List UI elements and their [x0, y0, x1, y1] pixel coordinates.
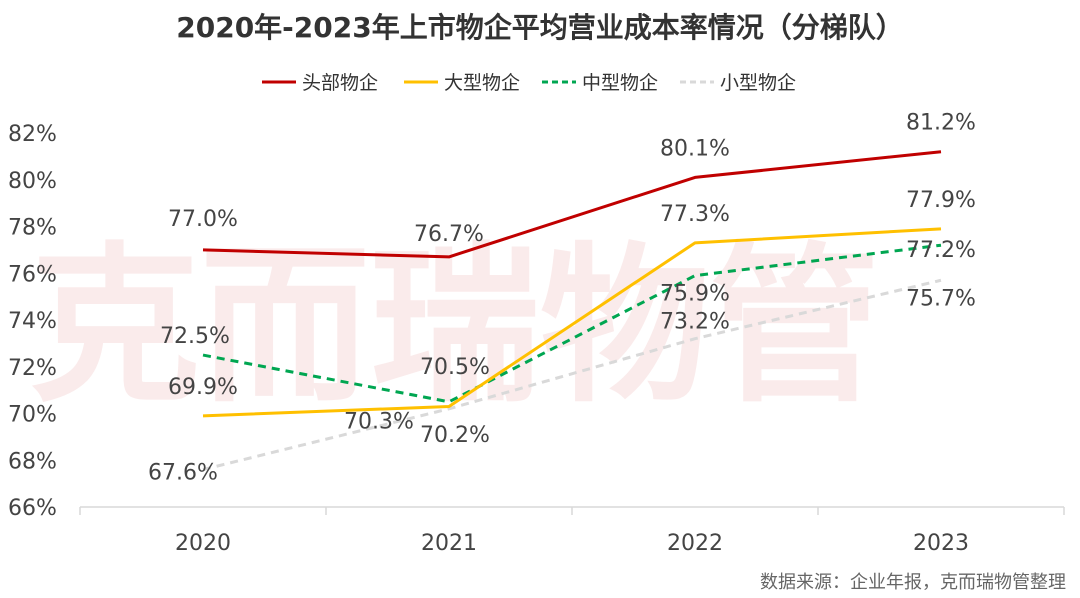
x-tick-label: 2023 — [913, 531, 969, 556]
data-label: 70.2% — [420, 423, 490, 448]
legend-label: 头部物企 — [302, 72, 378, 94]
y-tick-label: 74% — [8, 309, 57, 334]
series-line — [202, 150, 942, 259]
data-label: 77.9% — [906, 188, 976, 213]
data-label: 67.6% — [148, 461, 218, 486]
y-tick-label: 80% — [8, 169, 57, 194]
series-line — [202, 243, 942, 404]
legend-label: 中型物企 — [582, 72, 658, 94]
x-tick-label: 2021 — [421, 531, 477, 556]
legend: 头部物企 大型物企 中型物企 小型物企 — [262, 72, 796, 94]
legend-label: 小型物企 — [720, 72, 796, 94]
y-tick-label: 70% — [8, 403, 57, 428]
axes: 66% 68% 70% 72% 74% 76% 78% 80% 82% 2020 2021 2022 2… — [8, 122, 1065, 556]
legend-label: 大型物企 — [444, 72, 520, 94]
series-group — [202, 150, 942, 472]
x-tick-label: 2022 — [667, 531, 723, 556]
y-tick-label: 76% — [8, 262, 57, 287]
data-label: 69.9% — [168, 375, 238, 400]
y-tick-label: 66% — [8, 496, 57, 521]
data-label: 76.7% — [414, 222, 484, 247]
data-label: 77.2% — [906, 238, 976, 263]
data-label: 70.5% — [420, 355, 490, 380]
data-label: 72.5% — [160, 324, 230, 349]
y-tick-label: 72% — [8, 356, 57, 381]
data-label: 77.3% — [660, 202, 730, 227]
series-line — [202, 227, 942, 418]
x-tick-label: 2020 — [175, 531, 231, 556]
data-labels: 77.0% 76.7% 80.1% 81.2% 69.9% 70.3% 77.3% 77.9%… — [148, 111, 976, 486]
series-line — [202, 278, 942, 472]
y-tick-label: 78% — [8, 216, 57, 241]
y-tick-label: 82% — [8, 122, 57, 147]
data-label: 73.2% — [660, 310, 730, 335]
data-label: 75.7% — [906, 286, 976, 311]
data-label: 75.9% — [660, 282, 730, 307]
data-label: 77.0% — [168, 207, 238, 232]
watermark: 克而瑞物管 — [30, 228, 880, 426]
data-label: 81.2% — [906, 111, 976, 136]
chart-title: 2020年-2023年上市物企平均营业成本率情况（分梯队） — [176, 11, 903, 44]
data-label: 70.3% — [344, 409, 414, 434]
y-tick-label: 68% — [8, 449, 57, 474]
source-note: 数据来源：企业年报，克而瑞物管整理 — [760, 572, 1066, 593]
data-label: 80.1% — [660, 136, 730, 161]
